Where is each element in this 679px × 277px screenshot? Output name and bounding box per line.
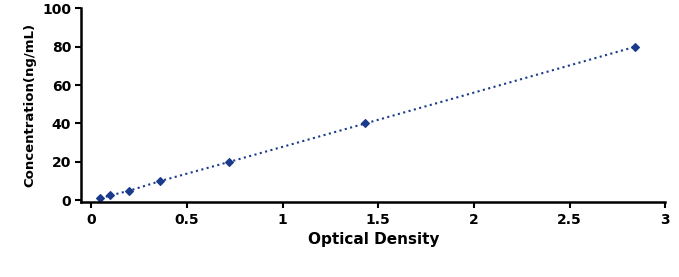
X-axis label: Optical Density: Optical Density xyxy=(308,232,439,247)
Y-axis label: Concentration(ng/mL): Concentration(ng/mL) xyxy=(24,23,37,187)
